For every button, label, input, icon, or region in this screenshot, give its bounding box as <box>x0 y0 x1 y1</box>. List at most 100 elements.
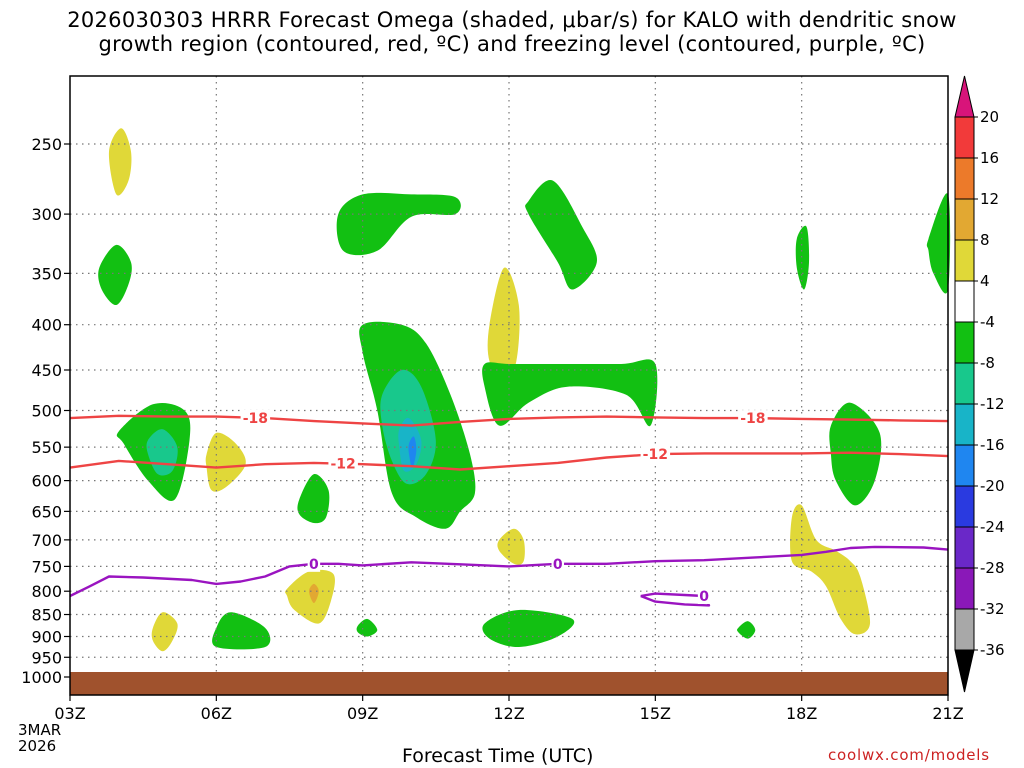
omega-region-4 <box>205 432 246 492</box>
omega-region-24 <box>737 621 756 639</box>
colorbar-segment <box>954 198 975 241</box>
contour-label-bg <box>307 555 321 572</box>
y-tick-label: 300 <box>31 205 62 224</box>
omega-region-10 <box>356 618 378 637</box>
colorbar-segment <box>954 157 975 200</box>
contour-label-2-0: 0 <box>309 557 319 573</box>
colorbar-label: 16 <box>980 149 999 167</box>
colorbar-segment <box>954 321 975 364</box>
omega-region-19 <box>482 359 658 427</box>
contour-label-2-1: 0 <box>553 557 563 573</box>
chart-title: 2026030303 HRRR Forecast Omega (shaded, … <box>0 8 1024 56</box>
contour-label-bg <box>697 587 711 604</box>
contour-label-bg <box>328 455 358 472</box>
omega-region-7 <box>309 583 319 603</box>
colorbar-label: -32 <box>980 600 1005 618</box>
colorbar-segment <box>954 649 975 693</box>
colorbar-segment <box>954 485 975 528</box>
colorbar-label: -4 <box>980 313 995 331</box>
omega-region-15 <box>408 436 417 468</box>
colorbar-label: -16 <box>980 436 1005 454</box>
contour-label-3-0: 0 <box>699 589 709 605</box>
y-tick-label: 700 <box>31 531 62 550</box>
omega-region-11 <box>336 192 461 256</box>
contour-label-1-1: -12 <box>643 447 668 463</box>
y-tick-label: 450 <box>31 361 62 380</box>
temperature-contours: -18 -18 -12 -12 0 0 0 <box>69 409 949 607</box>
colorbar-label: 4 <box>980 272 990 290</box>
x-tick-label: 18Z <box>786 704 817 723</box>
x-axis-label: Forecast Time (UTC) <box>402 745 594 767</box>
y-tick-label: 950 <box>31 648 62 667</box>
y-tick-label: 1000 <box>21 668 62 687</box>
omega-region-21 <box>795 225 810 290</box>
colorbar-label: -36 <box>980 641 1005 659</box>
omega-region-25 <box>926 193 951 294</box>
y-tick-label: 900 <box>31 627 62 646</box>
x-tick-label: 06Z <box>201 704 232 723</box>
omega-region-6 <box>285 569 335 624</box>
chart-title-line-2: growth region (contoured, red, ºC) and f… <box>98 32 926 56</box>
colorbar-label: -28 <box>980 559 1005 577</box>
y-tick-label: 350 <box>31 264 62 283</box>
omega-region-18 <box>497 528 525 565</box>
contour-line-2 <box>69 545 949 598</box>
colorbar-label: -20 <box>980 477 1005 495</box>
omega-region-20 <box>482 609 575 648</box>
contour-label-bg <box>738 410 768 427</box>
colorbar-segment <box>954 280 975 323</box>
omega-region-1 <box>98 244 132 306</box>
colorbar-segment <box>954 567 975 610</box>
credit-link[interactable]: coolwx.com/models <box>828 746 990 764</box>
colorbar-segment <box>954 403 975 446</box>
contour-line-0 <box>69 414 949 427</box>
x-tick-label: 12Z <box>493 704 524 723</box>
omega-colorbar: 20 16 12 8 4 -4 -8 -12 -16 -20 -24 -28 -32 -36 <box>954 75 1005 693</box>
start-date-year: 2026 <box>18 737 57 755</box>
colorbar-label: -12 <box>980 395 1005 413</box>
omega-shaded-regions <box>98 128 951 652</box>
y-tick-label: 600 <box>31 472 62 491</box>
y-tick-label: 850 <box>31 606 62 625</box>
contour-line-1 <box>69 451 949 471</box>
contour-label-1-0: -12 <box>331 457 356 473</box>
x-tick-label: 09Z <box>347 704 378 723</box>
colorbar-segment <box>954 362 975 405</box>
x-tick-label: 15Z <box>640 704 671 723</box>
y-tick-label: 550 <box>31 438 62 457</box>
contour-label-bg <box>640 446 671 463</box>
colorbar-label: 8 <box>980 231 990 249</box>
colorbar-segment <box>954 116 975 159</box>
contour-label-0-1: -18 <box>740 411 765 427</box>
ground-surface <box>70 672 948 695</box>
colorbar-label: -8 <box>980 354 995 372</box>
y-tick-label: 400 <box>31 316 62 335</box>
colorbar-segment <box>954 75 975 118</box>
colorbar-segment <box>954 239 975 282</box>
contour-label-0-0: -18 <box>243 411 268 427</box>
y-tick-label: 500 <box>31 402 62 421</box>
colorbar-segment <box>954 444 975 487</box>
colorbar-label: -24 <box>980 518 1005 536</box>
pressure-axis: 250 300 350 400 450 500 550 600 650 700 750 800 850 9… <box>21 135 70 687</box>
omega-region-17 <box>525 180 597 290</box>
start-date-month: 3MAR <box>18 721 62 739</box>
colorbar-segment <box>954 526 975 569</box>
omega-region-8 <box>151 612 178 652</box>
contour-label-bg <box>240 409 271 426</box>
x-tick-label: 03Z <box>54 704 85 723</box>
omega-region-22 <box>790 504 871 635</box>
y-tick-label: 250 <box>31 135 62 154</box>
omega-region-0 <box>108 128 132 196</box>
omega-region-9 <box>212 612 271 650</box>
colorbar-segment <box>954 608 975 651</box>
chart-title-line-1: 2026030303 HRRR Forecast Omega (shaded, … <box>67 8 957 32</box>
y-tick-label: 650 <box>31 502 62 521</box>
y-tick-label: 800 <box>31 582 62 601</box>
x-tick-label: 21Z <box>932 704 963 723</box>
colorbar-label: 12 <box>980 190 999 208</box>
colorbar-label: 20 <box>980 108 999 126</box>
time-axis: 03Z 06Z 09Z 12Z 15Z 18Z 21Z <box>54 695 964 723</box>
y-tick-label: 750 <box>31 557 62 576</box>
